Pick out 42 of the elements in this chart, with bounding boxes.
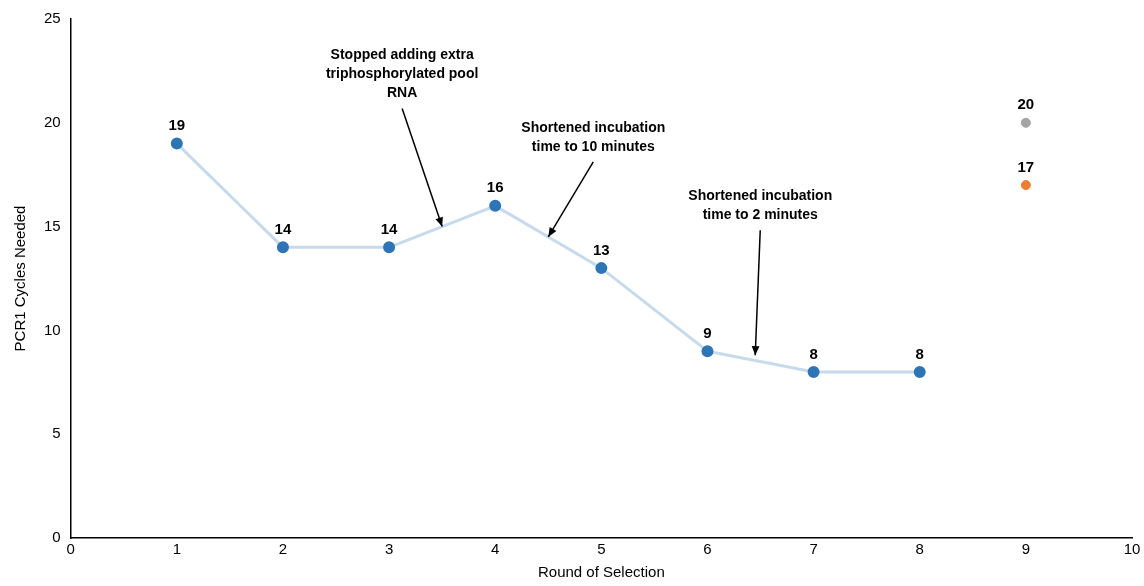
point	[701, 345, 714, 358]
x-tick-label: 8	[915, 540, 924, 558]
y-tick-label: 25	[44, 9, 61, 27]
x-tick-label: 1	[172, 540, 181, 558]
point	[595, 262, 608, 275]
data-label: 14	[274, 220, 292, 237]
x-tick-label: 5	[597, 540, 606, 558]
x-tick-label: 7	[809, 540, 818, 558]
x-tick-label: 0	[66, 540, 75, 558]
point	[807, 365, 820, 378]
y-tick-label: 10	[44, 320, 61, 338]
x-tick-label: 10	[1123, 540, 1141, 558]
y-tick-label: 0	[52, 528, 61, 546]
annotation: Shortened incubation time to 2 minutes	[688, 187, 833, 223]
y-tick-label: 20	[44, 112, 61, 130]
x-axis-title: Round of Selection	[537, 563, 665, 581]
data-label: 8	[915, 344, 924, 362]
y-axis-title: PCR1 Cycles Needed	[11, 205, 29, 352]
data-label: 20	[1017, 95, 1035, 113]
data-label: 8	[809, 344, 818, 362]
x-tick-label: 6	[703, 540, 712, 558]
y-tick-label: 5	[52, 424, 61, 442]
annotation: Stopped adding extra triphosphorylated pool RNA	[325, 46, 479, 101]
point	[170, 137, 183, 150]
x-tick-label: 4	[491, 540, 500, 558]
point	[913, 365, 926, 378]
point	[489, 199, 502, 212]
x-tick-label: 3	[384, 540, 394, 558]
x-tick-label: 9	[1021, 540, 1031, 558]
data-label: 9	[703, 323, 712, 341]
annotation: Shortened incubation time to 10 minutes	[521, 118, 666, 154]
point	[1020, 180, 1031, 191]
point	[276, 241, 289, 254]
y-tick-label: 15	[44, 216, 61, 234]
x-tick-label: 2	[278, 540, 288, 558]
data-label: 14	[380, 220, 399, 237]
data-label: 13	[593, 240, 610, 258]
data-label: 17	[1017, 157, 1035, 175]
data-label: 19	[168, 116, 186, 134]
point	[383, 241, 396, 254]
point	[1020, 117, 1031, 128]
data-label: 16	[486, 178, 504, 196]
